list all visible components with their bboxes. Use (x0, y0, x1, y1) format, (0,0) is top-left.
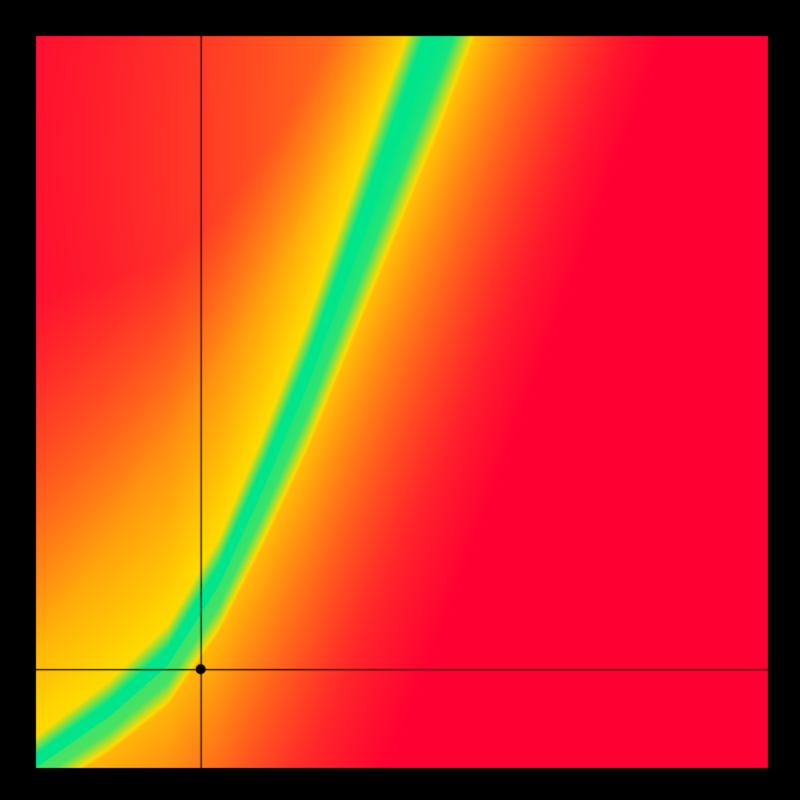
heatmap-canvas (0, 0, 800, 800)
chart-container: TheBottleneck.com (0, 0, 800, 800)
